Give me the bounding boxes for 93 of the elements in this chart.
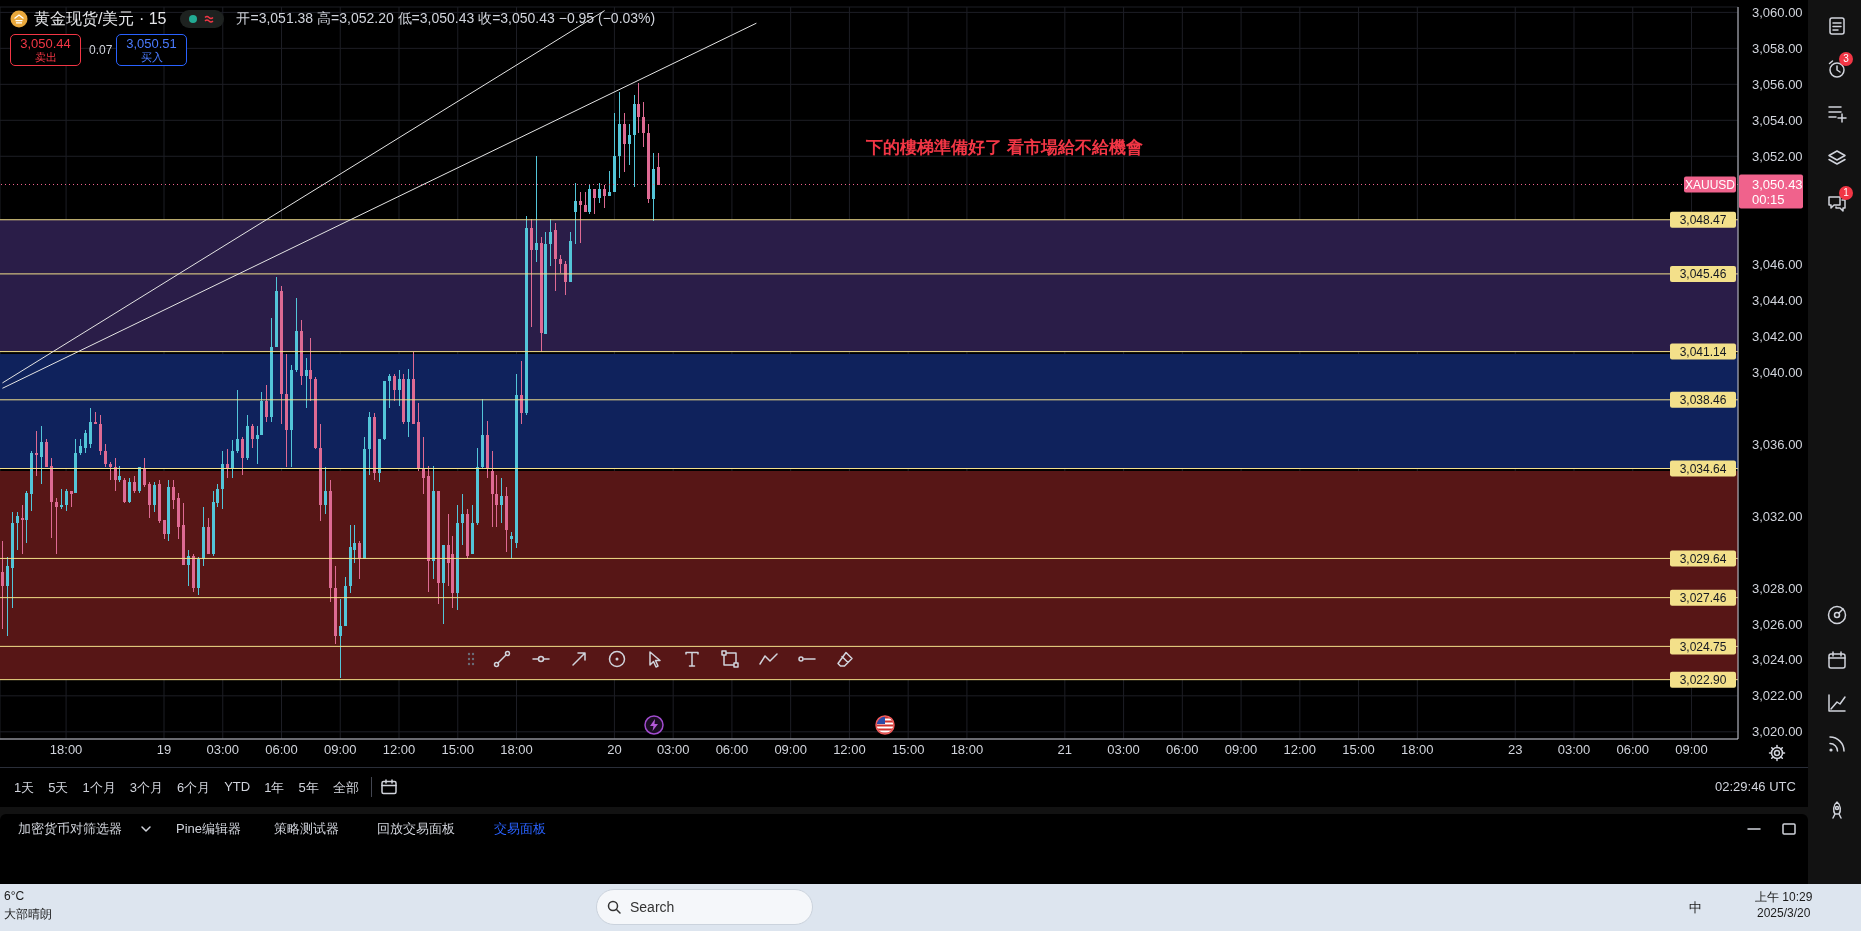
text: 2025/3/20 — [1757, 906, 1811, 920]
text: 00:15 — [1752, 192, 1785, 208]
y-tick-label: 3,044.00 — [1752, 292, 1803, 308]
price-button: 3,050.51 买入 — [116, 34, 187, 66]
x-tick-label: 18:00 — [1401, 742, 1434, 758]
x-tick-label: 03:00 — [206, 742, 240, 758]
x-tick-label: 06:00 — [715, 742, 749, 758]
annotation: 买入 — [140, 50, 163, 64]
x-tick-label: 03:00 — [1107, 742, 1140, 758]
ref-line-label: 3,038.46 — [1679, 393, 1727, 407]
ref-line-label: 3,024.75 — [1679, 639, 1727, 654]
x-tick-label: 15:00 — [891, 742, 925, 758]
y-tick-label: 3,040.00 — [1752, 364, 1803, 380]
x-tick-label: 18:00 — [950, 742, 984, 758]
y-tick-label: 3,046.00 — [1752, 256, 1803, 272]
x-tick-label: 09:00 — [1675, 742, 1708, 758]
x-tick-label: 18:00 — [49, 742, 83, 758]
chart-title: 黄金现货/美元 · 15 — [34, 8, 167, 29]
x-tick-label: 06:00 — [1166, 742, 1199, 758]
annotation: 3,050.44 — [20, 35, 71, 51]
annotation: 0.07 — [89, 43, 113, 57]
price-button: 3,050.44 卖出 — [10, 34, 81, 66]
text: 02:29:46 UTC — [1715, 779, 1796, 794]
x-tick-label: 09:00 — [774, 742, 807, 758]
x-tick-label: 15:00 — [1342, 742, 1375, 758]
text: 6°C — [4, 889, 25, 903]
x-tick-label: 06:00 — [1616, 742, 1650, 758]
candlestick — [21, 505, 24, 554]
y-tick-label: 3,054.00 — [1752, 112, 1803, 128]
ref-line-label: 3,048.47 — [1679, 212, 1727, 227]
y-tick-label: 3,026.00 — [1752, 616, 1803, 632]
y-tick-label: 3,024.00 — [1752, 652, 1803, 668]
x-tick-label: 12:00 — [382, 742, 416, 758]
text: 上午 10:29 — [1755, 889, 1813, 906]
ref-line-label: 3,027.46 — [1679, 590, 1727, 605]
x-tick-label: 15:00 — [441, 742, 475, 758]
text: 中 — [1689, 899, 1702, 917]
text: 1个月 — [82, 779, 116, 797]
y-tick-label: 3,042.00 — [1752, 328, 1803, 344]
x-tick-label: 23 — [1508, 742, 1523, 758]
annotation: 下的樓梯準備好了 看市場給不給機會 — [866, 137, 1143, 159]
x-tick-label: 20 — [607, 742, 622, 758]
y-tick-label: 3,032.00 — [1752, 508, 1803, 524]
text: 5年 — [298, 779, 319, 797]
y-tick-label: 3,022.00 — [1752, 688, 1803, 704]
y-tick-label: 3,020.00 — [1752, 724, 1803, 740]
x-tick-label: 19 — [156, 742, 172, 758]
ref-line-label: 3,041.14 — [1679, 344, 1727, 359]
text: 3 — [1839, 52, 1853, 66]
x-tick-label: 12:00 — [1283, 742, 1317, 758]
text: Pine编辑器 — [176, 820, 242, 838]
text: YTD — [224, 779, 251, 796]
candlestick — [579, 192, 582, 243]
x-tick-label: 09:00 — [1224, 742, 1258, 758]
ref-line-label: 3,029.64 — [1679, 551, 1727, 566]
y-tick-label: 3,036.00 — [1752, 436, 1803, 452]
y-tick-label: 3,060.00 — [1752, 5, 1803, 21]
text: 全部 — [332, 779, 359, 797]
x-tick-label: 21 — [1057, 742, 1073, 758]
ref-line-label: XAUUSD — [1684, 177, 1736, 192]
text: 1年 — [264, 779, 285, 797]
ref-line-label: 3,022.90 — [1679, 672, 1727, 687]
annotation: 3,050.51 — [126, 35, 177, 51]
y-tick-label: 3,056.00 — [1752, 76, 1803, 92]
text: 交易面板 — [494, 820, 546, 838]
x-tick-label: 12:00 — [833, 742, 866, 758]
y-tick-label: 3,052.00 — [1752, 148, 1803, 164]
candlestick — [55, 498, 58, 554]
text: Search — [630, 899, 675, 915]
candlestick — [60, 489, 63, 509]
text: 1 — [1839, 186, 1853, 200]
annotation: 卖出 — [34, 50, 57, 64]
y-tick-label: 3,028.00 — [1752, 580, 1803, 596]
chart-subtitle: 开=3,051.38 高=3,052.20 低=3,050.43 收=3,050.43 −0.95 (−0.03%) — [236, 10, 656, 28]
x-tick-label: 06:00 — [265, 742, 298, 758]
text: 3个月 — [129, 779, 163, 797]
ref-line-label: 3,034.64 — [1679, 461, 1727, 476]
ref-line-label: 3,045.46 — [1679, 267, 1727, 282]
text: 3,050.43 — [1752, 177, 1803, 193]
y-tick-label: 3,058.00 — [1752, 40, 1803, 56]
x-tick-label: 09:00 — [323, 742, 357, 758]
text: 5天 — [48, 779, 69, 797]
text: 加密货币对筛选器 — [18, 820, 122, 838]
candlestick — [535, 156, 538, 263]
text: 策略测试器 — [274, 820, 339, 838]
x-tick-label: 18:00 — [500, 742, 533, 758]
x-tick-label: 03:00 — [1557, 742, 1591, 758]
candlestick — [35, 431, 38, 477]
text: 回放交易面板 — [377, 820, 455, 838]
text: 6个月 — [176, 779, 211, 797]
x-tick-label: 03:00 — [656, 742, 690, 758]
text: 大部晴朗 — [4, 906, 52, 923]
text: 1天 — [14, 779, 35, 797]
